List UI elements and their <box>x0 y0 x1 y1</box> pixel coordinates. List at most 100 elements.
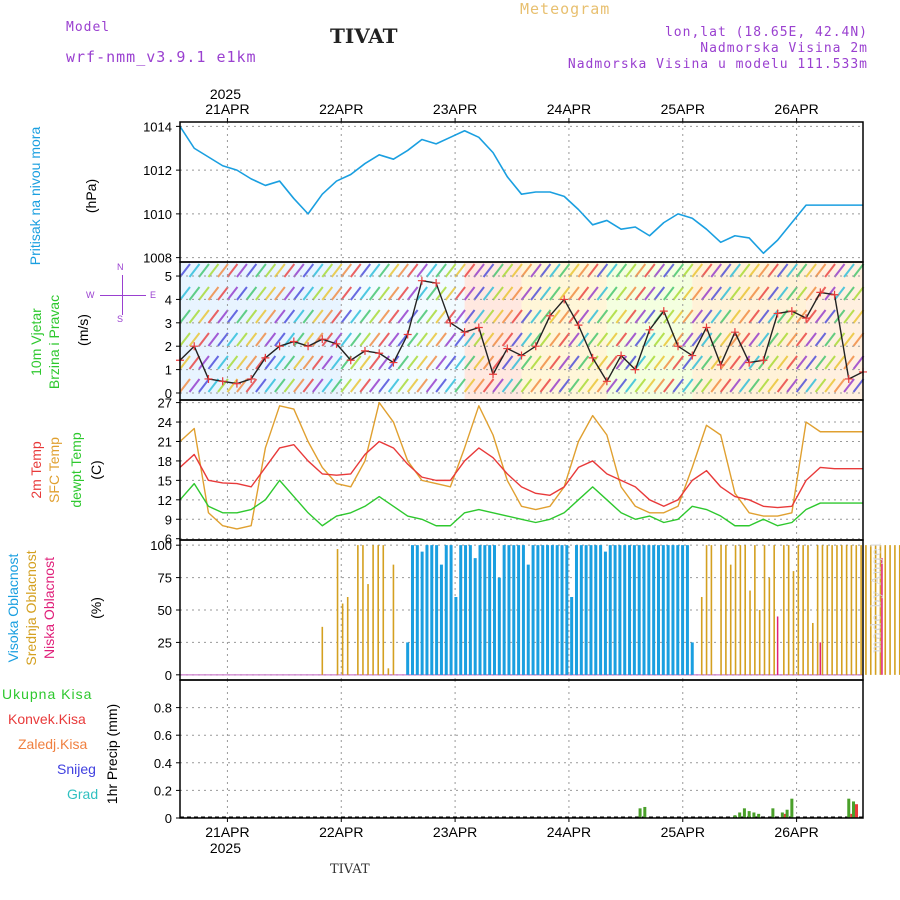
wind-barb <box>501 332 514 347</box>
wind-barb <box>625 355 637 370</box>
wind-speed-marker <box>688 351 697 360</box>
wind-barb <box>501 355 514 370</box>
precip-bar-total <box>643 806 647 818</box>
wind-speed-marker <box>602 377 611 386</box>
wind-barb <box>587 378 599 393</box>
y-tick-label: 1012 <box>143 163 172 178</box>
wind-barb <box>852 332 865 347</box>
wind-barb <box>302 263 315 278</box>
bottom-day-label: 24APR <box>547 824 591 840</box>
wind-barb <box>217 263 229 278</box>
wind-barb <box>425 309 438 324</box>
wind-barb <box>482 286 495 301</box>
wind-barb <box>814 332 827 347</box>
wind-barb <box>245 332 258 347</box>
wind-barb <box>568 378 580 393</box>
wind-barb <box>558 378 571 393</box>
wind-speed-marker <box>631 365 640 374</box>
wind-barb <box>606 355 618 370</box>
precip-frame <box>179 679 864 819</box>
wind-barb <box>852 309 865 324</box>
wind-barb <box>283 263 296 278</box>
y-tick-label: 5 <box>165 269 172 284</box>
wind-barb <box>568 332 580 347</box>
wind-barb <box>454 309 466 324</box>
wind-barb <box>255 309 267 324</box>
wind-barb <box>435 355 447 370</box>
t2m-line <box>179 440 863 509</box>
wind-barb <box>710 355 723 370</box>
compass-east: E <box>150 290 157 300</box>
wind-barb <box>473 286 485 301</box>
wind-barb <box>520 309 533 324</box>
wind-barb <box>738 332 751 347</box>
wind-barb <box>340 286 353 301</box>
wind-speed-marker <box>304 342 313 351</box>
wind-barb <box>473 355 485 370</box>
wind-field-band <box>692 262 807 400</box>
wind-barb <box>681 286 694 301</box>
wind-barb <box>843 355 855 370</box>
wind-barb <box>606 286 618 301</box>
wind-barb <box>795 378 808 393</box>
wind-barb <box>349 286 362 301</box>
wind-barb <box>520 378 533 393</box>
wind-barb <box>833 378 846 393</box>
wind-barb <box>615 286 628 301</box>
wind-barb <box>644 378 656 393</box>
wind-barb <box>302 309 315 324</box>
wind-barb <box>577 309 590 324</box>
wind-speed-marker <box>830 290 839 299</box>
wind-barb <box>454 332 466 347</box>
wind-speed-marker <box>318 335 327 344</box>
wind-barb <box>274 286 286 301</box>
sfc-temp-line <box>179 401 863 530</box>
y-tick-label: 21 <box>158 434 172 449</box>
wind-barb <box>700 309 713 324</box>
precip-bar-total <box>790 798 794 818</box>
y-tick-label: 0 <box>165 386 172 401</box>
wind-barb <box>606 332 618 347</box>
wind-barb <box>767 309 779 324</box>
wind-barb <box>473 378 485 393</box>
wind-barb <box>606 309 618 324</box>
wind-barb <box>729 286 741 301</box>
y-tick-label: 0.4 <box>154 756 172 771</box>
temp-label-dewpt: dewpt Temp <box>68 432 84 508</box>
wind-barb <box>530 355 542 370</box>
model-name: wrf-nmm_v3.9.1 e1km <box>66 48 257 66</box>
wind-barb <box>710 286 723 301</box>
wind-barb <box>606 263 618 278</box>
wind-barb <box>492 332 504 347</box>
wind-speed-marker <box>645 325 654 334</box>
wind-barb <box>786 263 798 278</box>
wind-label-main: 10m Vjetar <box>28 308 44 376</box>
wind-barb <box>805 263 817 278</box>
wind-barb <box>188 286 201 301</box>
y-tick-label: 100 <box>150 538 172 553</box>
wind-barb <box>814 309 827 324</box>
precip-legend-hail: Grad <box>67 786 99 802</box>
wind-barb <box>274 378 286 393</box>
y-tick-label: 27 <box>158 396 172 411</box>
wind-barb <box>473 332 485 347</box>
wind-barb <box>435 263 447 278</box>
wind-barb <box>349 309 362 324</box>
wind-barb <box>501 309 514 324</box>
precip-legend-freezing: Zaledj.Kisa <box>18 736 88 752</box>
compass-cross <box>100 295 146 296</box>
wind-barb <box>843 309 855 324</box>
wind-field-band <box>180 262 342 400</box>
wind-barb <box>644 332 656 347</box>
wind-barb <box>681 355 694 370</box>
wind-barb <box>245 355 258 370</box>
wind-barb <box>274 263 286 278</box>
wind-speed-marker <box>261 353 270 362</box>
wind-barb <box>198 378 210 393</box>
wind-barb <box>454 263 466 278</box>
wind-barb <box>378 309 391 324</box>
wind-speed-marker <box>403 330 412 339</box>
wind-speed-marker <box>745 358 754 367</box>
wind-barb <box>425 263 438 278</box>
wind-speed-marker <box>360 346 369 355</box>
